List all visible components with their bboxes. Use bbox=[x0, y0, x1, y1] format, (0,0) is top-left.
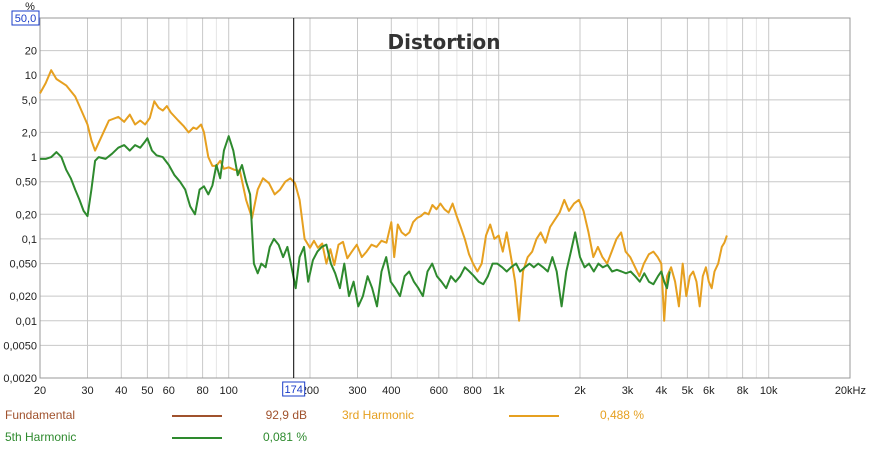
legend-swatch-3rd-harmonic bbox=[509, 415, 559, 417]
y-tick-label: 0,0020 bbox=[3, 373, 37, 385]
x-tick-label: 80 bbox=[196, 385, 208, 397]
x-tick-label: 10k bbox=[760, 385, 778, 397]
x-tick-label: 60 bbox=[163, 385, 175, 397]
series-line-3rd-harmonic bbox=[39, 69, 728, 322]
x-tick-label: 600 bbox=[430, 385, 448, 397]
y-tick-label: 10 bbox=[25, 70, 37, 82]
x-tick-label: 1k bbox=[493, 385, 505, 397]
y-max-readout: 50,0 bbox=[15, 13, 36, 25]
legend-label-3rd-harmonic: 3rd Harmonic bbox=[342, 408, 415, 422]
x-tick-label: 4k bbox=[655, 385, 667, 397]
cursor-x-readout-box bbox=[282, 381, 306, 397]
legend-value-5th-harmonic: 0,081 % bbox=[262, 430, 307, 444]
axis-layer: 20 30 40 50 60 80 100 200 300 400 600 800 1k 2k 3k 4k 5k… bbox=[3, 10, 866, 397]
x-tick-label: 800 bbox=[463, 385, 481, 397]
x-tick-label: 200 bbox=[301, 385, 319, 397]
legend-label-5th-harmonic: 5th Harmonic bbox=[5, 430, 77, 444]
legend-swatch-fundamental bbox=[172, 415, 222, 417]
y-tick-label: 0,20 bbox=[16, 209, 37, 221]
y-max-readout-box bbox=[11, 10, 40, 26]
y-tick-label: 20 bbox=[25, 46, 37, 58]
y-axis-unit-label: % bbox=[25, 1, 35, 13]
y-tick-label: 0,1 bbox=[22, 234, 37, 246]
x-tick-label: 20kHz bbox=[835, 385, 866, 397]
y-tick-label: 1 bbox=[31, 152, 37, 164]
legend-value-3rd-harmonic: 0,488 % bbox=[599, 408, 644, 422]
x-tick-label: 2k bbox=[574, 385, 586, 397]
y-tick-label: 0,50 bbox=[16, 177, 37, 189]
x-tick-label: 8k bbox=[737, 385, 749, 397]
series-line-5th-harmonic bbox=[40, 135, 671, 308]
y-tick-label: 0,050 bbox=[9, 259, 37, 271]
x-tick-label: 300 bbox=[348, 385, 366, 397]
x-tick-label: 400 bbox=[382, 385, 400, 397]
x-tick-label: 100 bbox=[220, 385, 238, 397]
series-layer bbox=[39, 69, 728, 322]
y-tick-label: 0,020 bbox=[9, 291, 37, 303]
cursor-x-readout: 174 bbox=[285, 384, 303, 396]
y-tick-label: 0,01 bbox=[16, 316, 37, 328]
y-tick-label: 0,0050 bbox=[3, 340, 37, 352]
x-tick-label: 40 bbox=[115, 385, 127, 397]
y-tick-label: 5,0 bbox=[22, 95, 37, 107]
x-tick-label: 3k bbox=[622, 385, 634, 397]
y-tick-label: 2,0 bbox=[22, 127, 37, 139]
x-tick-label: 30 bbox=[81, 385, 93, 397]
plot-border bbox=[39, 17, 851, 379]
grid bbox=[39, 17, 851, 379]
x-tick-label: 5k bbox=[682, 385, 694, 397]
legend-label-fundamental: Fundamental bbox=[5, 408, 76, 422]
x-tick-label: 50 bbox=[141, 385, 153, 397]
legend-value-fundamental: 92,9 dB bbox=[265, 408, 307, 422]
x-tick-label: 6k bbox=[703, 385, 715, 397]
chart-title: Distortion bbox=[388, 30, 501, 54]
legend-swatch-5th-harmonic bbox=[172, 437, 222, 439]
x-tick-label: 20 bbox=[34, 385, 46, 397]
